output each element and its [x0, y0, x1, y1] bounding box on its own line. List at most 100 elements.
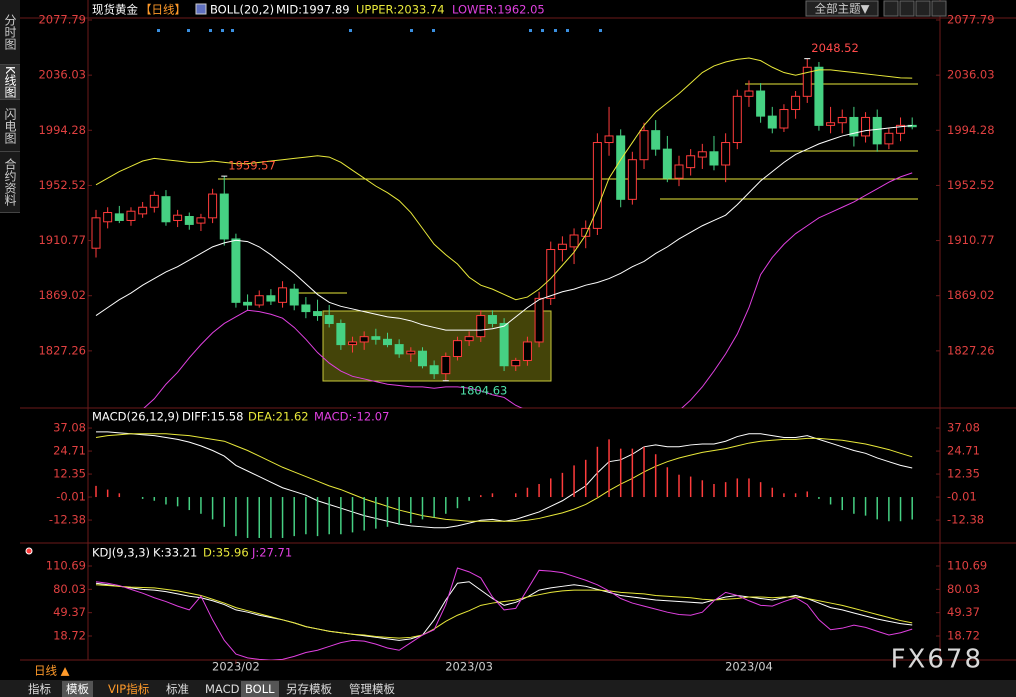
y-tick-label: 2077.79	[38, 12, 86, 26]
y-tick-label: 1869.02	[947, 288, 995, 302]
indicator-line	[95, 581, 913, 641]
y-tick-label: -0.01	[947, 490, 977, 504]
legend-entry: DEA:21.62	[248, 410, 309, 424]
candle-body	[254, 295, 264, 306]
level-lines	[218, 83, 918, 294]
bottom-tab[interactable]: 标准	[166, 682, 189, 696]
candle-body	[371, 336, 381, 340]
candle-body	[464, 336, 474, 342]
candle-body	[103, 212, 113, 223]
indicator-name: BOLL(20,2)	[210, 3, 274, 17]
indicator-name: MACD(26,12,9)	[92, 410, 179, 424]
candle-body	[184, 215, 194, 225]
y-tick-label: -12.38	[947, 513, 984, 527]
candle-body	[441, 355, 451, 375]
y-tick-label: -0.01	[56, 490, 86, 504]
instrument-title: 现货黄金	[92, 3, 138, 17]
y-tick-label: 24.71	[53, 444, 86, 458]
candle-body	[476, 315, 486, 338]
frame	[20, 0, 1016, 661]
x-tick-label: 2023/04	[725, 660, 773, 674]
candle-body	[896, 124, 906, 134]
indicator-name: KDJ(9,3,3)	[92, 546, 150, 560]
legend-entry: J:27.71	[251, 546, 292, 560]
watermark: FX678	[891, 645, 983, 675]
y-tick-label: 2036.03	[38, 68, 86, 82]
bottom-tab[interactable]: 管理模板	[349, 682, 395, 696]
candle-body	[394, 344, 404, 355]
panel-icon[interactable]	[25, 547, 33, 555]
y-tick-label: 37.08	[53, 421, 86, 435]
candle-body	[313, 311, 323, 317]
candle-body	[499, 322, 509, 367]
candle-body	[546, 249, 556, 299]
legend-entry: MID:1997.89	[276, 3, 350, 17]
y-tick-label: 12.35	[53, 467, 86, 481]
candle-body	[767, 115, 777, 129]
candle-body	[91, 217, 101, 249]
y-tick-label: 1994.28	[38, 123, 86, 137]
bottom-tab[interactable]: 模板	[62, 681, 93, 697]
sidebar-tab[interactable]: 分时图	[0, 0, 20, 65]
candle-body	[231, 238, 241, 303]
candle-body	[149, 194, 159, 208]
toolbar-icons[interactable]	[883, 0, 947, 17]
indicator-icon[interactable]	[195, 3, 207, 15]
sidebar-tab[interactable]: 闪电图	[0, 100, 20, 152]
period-button[interactable]: 日线 ▲	[34, 664, 70, 678]
annotation-label: 1959.57	[228, 159, 276, 173]
candle-body	[266, 295, 276, 302]
candle-body	[161, 196, 171, 223]
legend-entry: D:35.96	[203, 546, 249, 560]
legend-entry: K:33.21	[153, 546, 197, 560]
indicator-line	[95, 433, 913, 522]
y-tick-label: 12.35	[947, 467, 980, 481]
candle-body	[581, 227, 591, 237]
candle-body	[557, 243, 567, 251]
candle-body	[604, 135, 614, 144]
bottom-tab[interactable]: 另存模板	[286, 682, 332, 696]
candle-body	[208, 193, 218, 219]
candle-body	[686, 155, 696, 169]
y-tick-label: 1994.28	[947, 123, 995, 137]
candle-body	[756, 90, 766, 117]
indicator-line	[95, 584, 913, 639]
y-tick-label: 1869.02	[38, 288, 86, 302]
candle-body	[452, 340, 462, 357]
y-tick-label: 1910.77	[947, 233, 995, 247]
candle-body	[522, 341, 532, 361]
candle-body	[709, 151, 719, 166]
candle-body	[849, 116, 859, 137]
candle-body	[196, 217, 206, 224]
candle-body	[487, 315, 497, 324]
y-tick-label: 1910.77	[38, 233, 86, 247]
y-tick-label: 18.72	[53, 629, 86, 643]
y-tick-label: 1952.52	[38, 178, 86, 192]
y-tick-label: 1827.26	[38, 343, 86, 357]
candle-body	[324, 315, 334, 324]
bottom-tab[interactable]: MACD	[205, 682, 240, 696]
candle-body	[359, 336, 369, 343]
theme-button[interactable]	[805, 0, 879, 17]
indicator-line	[95, 567, 913, 660]
y-tick-label: 110.69	[947, 558, 987, 572]
candle-body	[114, 213, 124, 221]
y-tick-label: 37.08	[947, 421, 980, 435]
sidebar-tab[interactable]: K线图	[0, 65, 20, 100]
candle-body	[126, 210, 136, 221]
bottom-tab[interactable]: BOLL	[241, 681, 279, 697]
candle-body	[301, 304, 311, 313]
candle-body	[511, 359, 521, 367]
candle-body	[826, 122, 836, 126]
bottom-tab[interactable]: VIP指标	[108, 682, 150, 696]
event-markers	[157, 29, 602, 32]
candle-body	[639, 130, 649, 161]
candle-body	[348, 341, 358, 346]
bottom-tab[interactable]: 指标	[28, 682, 51, 696]
indicator-line	[143, 172, 913, 408]
candle-body	[721, 142, 731, 166]
sidebar-tab[interactable]: 合约资料	[0, 152, 20, 213]
y-tick-label: 80.03	[53, 582, 86, 596]
